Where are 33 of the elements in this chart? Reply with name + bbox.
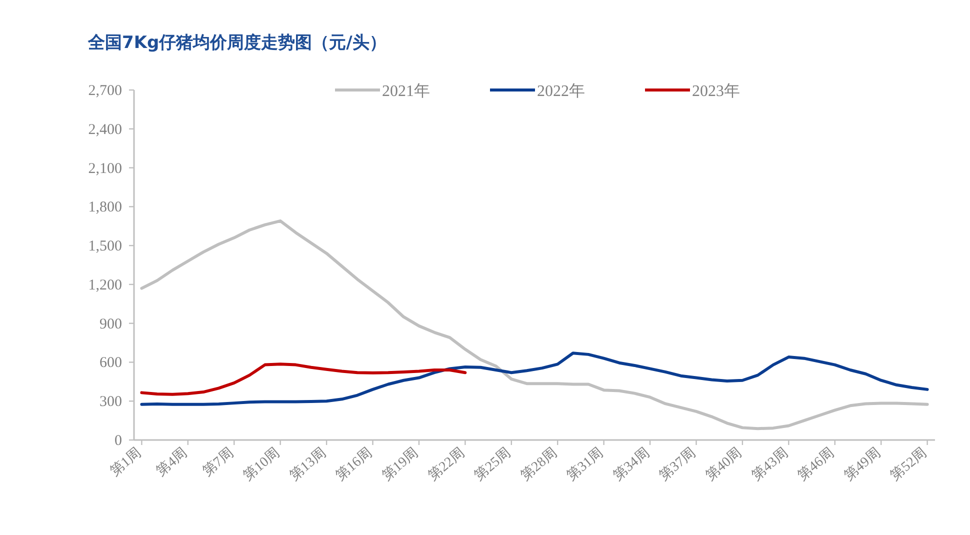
x-tick-label: 第13周 xyxy=(286,444,330,484)
y-tick-label: 1,800 xyxy=(88,200,122,216)
y-tick-label: 600 xyxy=(100,355,122,372)
x-tick-label: 第7周 xyxy=(200,444,237,480)
x-tick-label: 第52周 xyxy=(887,444,930,484)
x-tick-label: 第22周 xyxy=(425,444,468,484)
x-tick-label: 第31周 xyxy=(564,444,606,484)
y-tick-label: 2,700 xyxy=(88,83,122,99)
y-tick-label: 2,400 xyxy=(88,122,122,138)
x-tick-label: 第34周 xyxy=(610,444,653,484)
y-tick-label: 300 xyxy=(100,394,122,410)
line-series xyxy=(140,352,929,406)
chart-title: 全国7Kg仔猪均价周度走势图（元/头） xyxy=(87,33,386,53)
y-tick-label: 900 xyxy=(100,316,122,332)
x-tick-label: 第40周 xyxy=(702,444,746,484)
x-tick-label: 第37周 xyxy=(656,444,699,484)
y-tick-label: 1,200 xyxy=(88,277,122,294)
x-tick-label: 第49周 xyxy=(841,444,884,484)
x-tick-label: 第10周 xyxy=(240,444,283,484)
line-series xyxy=(140,219,929,430)
x-tick-label: 第28周 xyxy=(518,444,560,484)
x-tick-label: 第16周 xyxy=(332,444,376,484)
legend-label: 2022年 xyxy=(537,83,585,100)
x-tick-label: 第19周 xyxy=(379,444,422,484)
line-series xyxy=(140,362,467,396)
x-tick-label: 第46周 xyxy=(794,444,838,484)
x-tick-label: 第25周 xyxy=(472,444,514,484)
y-tick-label: 2,100 xyxy=(88,160,122,177)
x-tick-label: 第4周 xyxy=(153,444,190,480)
x-tick-label: 第43周 xyxy=(748,444,792,484)
legend-label: 2023年 xyxy=(692,83,740,100)
legend-label: 2021年 xyxy=(382,83,430,100)
y-tick-label: 1,500 xyxy=(88,238,122,255)
